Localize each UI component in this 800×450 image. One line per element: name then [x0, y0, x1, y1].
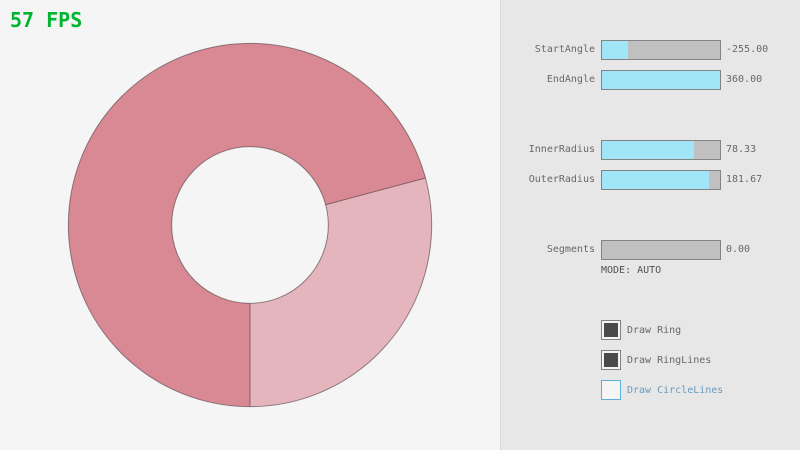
ring-single-pass-sector: [250, 177, 432, 407]
checkbox-draw-ring[interactable]: Draw Ring: [601, 320, 681, 340]
endangle-value: 360.00: [726, 74, 763, 85]
check-mark: [604, 353, 618, 367]
startangle-label: StartAngle: [534, 44, 595, 55]
segments-label: Segments: [546, 244, 595, 255]
ring-radial-line: [325, 177, 426, 206]
innerradius-value: 78.33: [726, 144, 757, 155]
slider-row-startangle: StartAngle -255.00: [501, 40, 800, 60]
outerradius-label: OuterRadius: [528, 174, 595, 185]
innerradius-label: InnerRadius: [528, 144, 595, 155]
ring-shape: [67, 42, 433, 408]
endangle-slider-fill: [602, 71, 720, 89]
checkbox-label: Draw CircleLines: [627, 384, 724, 396]
endangle-label: EndAngle: [546, 74, 595, 85]
ring-inner-line: [171, 146, 329, 304]
checkbox-draw-ringlines[interactable]: Draw RingLines: [601, 350, 711, 370]
ring-outer-line: [67, 42, 433, 408]
segments-value: 0.00: [726, 244, 751, 255]
startangle-value: -255.00: [726, 44, 769, 55]
checkbox-label: Draw Ring: [627, 324, 682, 336]
startangle-slider[interactable]: [601, 40, 721, 60]
outerradius-slider[interactable]: [601, 170, 721, 190]
outerradius-value: 181.67: [726, 174, 763, 185]
endangle-slider[interactable]: [601, 70, 721, 90]
slider-row-outerradius: OuterRadius 181.67: [501, 170, 800, 190]
segments-mode-text: MODE: AUTO: [601, 265, 662, 276]
slider-row-innerradius: InnerRadius 78.33: [501, 140, 800, 160]
checkbox-box[interactable]: [601, 380, 621, 400]
checkbox-box[interactable]: [601, 320, 621, 340]
slider-row-segments: Segments 0.00: [501, 240, 800, 260]
slider-row-endangle: EndAngle 360.00: [501, 70, 800, 90]
innerradius-slider[interactable]: [601, 140, 721, 160]
fps-counter: 57 FPS: [10, 8, 83, 32]
startangle-slider-fill: [602, 41, 628, 59]
outerradius-slider-fill: [602, 171, 710, 189]
checkbox-box[interactable]: [601, 350, 621, 370]
controls-panel: StartAngle -255.00 EndAngle 360.00 Inner…: [500, 0, 800, 450]
innerradius-slider-fill: [602, 141, 695, 159]
segments-slider[interactable]: [601, 240, 721, 260]
checkbox-draw-circlelines[interactable]: Draw CircleLines: [601, 380, 723, 400]
checkbox-label: Draw RingLines: [627, 354, 712, 366]
check-mark: [604, 323, 618, 337]
